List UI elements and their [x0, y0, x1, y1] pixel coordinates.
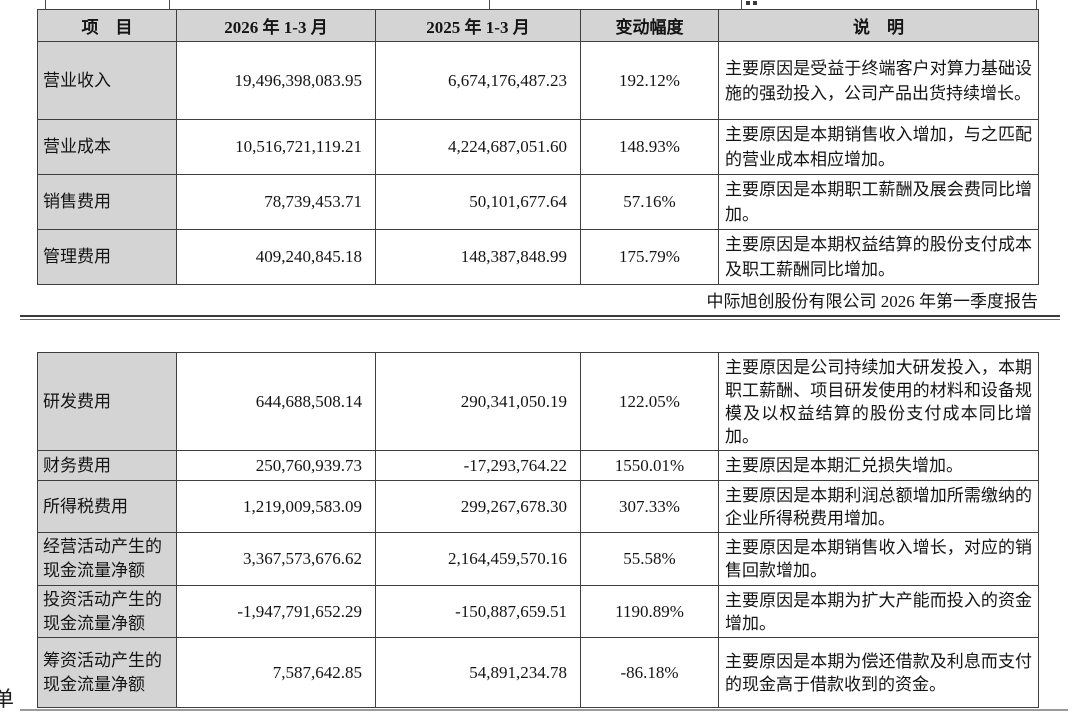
change-cell: 1550.01% — [580, 450, 719, 481]
change-cell: 55.58% — [580, 532, 719, 586]
cutoff-char: 单 — [0, 687, 14, 711]
fragment-divider — [1036, 0, 1037, 9]
item-cell: 筹资活动产生的现金流量净额 — [37, 637, 177, 708]
value-2026-cell: 19,496,398,083.95 — [176, 41, 376, 120]
value-2025-cell: 54,891,234.78 — [375, 637, 581, 708]
table-row: 财务费用 250,760,939.73 -17,293,764.22 1550.01%… — [37, 450, 1039, 481]
item-cell: 经营活动产生的现金流量净额 — [37, 532, 177, 586]
table-row: 管理费用 409,240,845.18 148,387,848.99 175.79% 主… — [37, 229, 1039, 285]
item-cell: 销售费用 — [37, 174, 177, 230]
change-cell: 192.12% — [580, 41, 719, 120]
fragment-glyph — [746, 1, 750, 5]
changes-table-top: 项 目 2026 年 1-3 月 2025 年 1-3 月变动幅度说 明营业收入 19… — [37, 9, 1039, 285]
note-cell: 主要原因是本期销售收入增长，对应的销售回款增加。 — [718, 532, 1039, 586]
change-cell: 57.16% — [580, 174, 719, 230]
fragment-glyph — [753, 1, 757, 5]
note-cell: 主要原因是受益于终端客户对算力基础设施的强劲投入，公司产品出货持续增长。 — [718, 41, 1039, 120]
value-2026-cell: 1,219,009,583.09 — [176, 480, 376, 533]
header-rule — [20, 315, 1060, 320]
value-2026-cell: 409,240,845.18 — [176, 229, 376, 285]
table-row: 营业成本 10,516,721,119.21 4,224,687,051.60 148… — [37, 119, 1039, 175]
note-cell: 主要原因是本期为扩大产能而投入的资金增加。 — [718, 585, 1039, 638]
item-cell: 研发费用 — [37, 352, 177, 451]
value-2026-cell: -1,947,791,652.29 — [176, 585, 376, 638]
change-cell: 307.33% — [580, 480, 719, 533]
value-2026-cell: 3,367,573,676.62 — [176, 532, 376, 586]
column-header-3: 变动幅度 — [580, 9, 719, 42]
value-2026-cell: 7,587,642.85 — [176, 637, 376, 708]
item-cell: 管理费用 — [37, 229, 177, 285]
change-cell: -86.18% — [580, 637, 719, 708]
value-2025-cell: 50,101,677.64 — [375, 174, 581, 230]
value-2025-cell: -150,887,659.51 — [375, 585, 581, 638]
note-cell: 主要原因是本期汇兑损失增加。 — [718, 450, 1039, 481]
previous-table-fragment — [0, 0, 1080, 9]
fragment-divider — [169, 0, 170, 9]
column-header-0: 项 目 — [37, 9, 177, 42]
table-row: 投资活动产生的现金流量净额 -1,947,791,652.29 -150,887,6… — [37, 585, 1039, 638]
item-cell: 所得税费用 — [37, 480, 177, 533]
note-cell: 主要原因是本期利润总额增加所需缴纳的企业所得税费用增加。 — [718, 480, 1039, 533]
value-2026-cell: 10,516,721,119.21 — [176, 119, 376, 175]
value-2026-cell: 644,688,508.14 — [176, 352, 376, 451]
change-cell: 148.93% — [580, 119, 719, 175]
value-2025-cell: 2,164,459,570.16 — [375, 532, 581, 586]
fragment-divider — [741, 0, 742, 9]
table-row: 销售费用 78,739,453.71 50,101,677.64 57.16% 主要原因… — [37, 174, 1039, 230]
table-row: 研发费用 644,688,508.14 290,341,050.19 122.05% 主… — [37, 352, 1039, 451]
page-bottom-rule — [20, 709, 1068, 711]
note-cell: 主要原因是本期职工薪酬及展会费同比增加。 — [718, 174, 1039, 230]
value-2025-cell: 299,267,678.30 — [375, 480, 581, 533]
note-cell: 主要原因是本期为偿还借款及利息而支付的现金高于借款收到的资金。 — [718, 637, 1039, 708]
report-title: 中际旭创股份有限公司 2026 年第一季度报告 — [706, 292, 1039, 311]
column-header-2: 2025 年 1-3 月 — [375, 9, 581, 42]
table-row: 筹资活动产生的现金流量净额 7,587,642.85 54,891,234.78 -8… — [37, 637, 1039, 708]
item-cell: 财务费用 — [37, 450, 177, 481]
value-2025-cell: 6,674,176,487.23 — [375, 41, 581, 120]
item-cell: 营业成本 — [37, 119, 177, 175]
column-header-1: 2026 年 1-3 月 — [176, 9, 376, 42]
column-header-4: 说 明 — [718, 9, 1039, 42]
value-2025-cell: 290,341,050.19 — [375, 352, 581, 451]
change-cell: 122.05% — [580, 352, 719, 451]
value-2026-cell: 78,739,453.71 — [176, 174, 376, 230]
note-cell: 主要原因是本期权益结算的股份支付成本及职工薪酬同比增加。 — [718, 229, 1039, 285]
value-2025-cell: 4,224,687,051.60 — [375, 119, 581, 175]
fragment-divider — [489, 0, 490, 9]
note-cell: 主要原因是公司持续加大研发投入，本期职工薪酬、项目研发使用的材料和设备规模及以权… — [718, 352, 1039, 451]
table-row: 经营活动产生的现金流量净额 3,367,573,676.62 2,164,459,5… — [37, 532, 1039, 586]
table-row: 营业收入 19,496,398,083.95 6,674,176,487.23 192… — [37, 41, 1039, 120]
table-row: 所得税费用 1,219,009,583.09 299,267,678.30 307.3… — [37, 480, 1039, 533]
item-cell: 营业收入 — [37, 41, 177, 120]
value-2026-cell: 250,760,939.73 — [176, 450, 376, 481]
change-cell: 175.79% — [580, 229, 719, 285]
value-2025-cell: 148,387,848.99 — [375, 229, 581, 285]
item-cell: 投资活动产生的现金流量净额 — [37, 585, 177, 638]
value-2025-cell: -17,293,764.22 — [375, 450, 581, 481]
changes-table-bottom: 研发费用 644,688,508.14 290,341,050.19 122.05% 主… — [37, 352, 1039, 708]
change-cell: 1190.89% — [580, 585, 719, 638]
header-row: 项 目 2026 年 1-3 月 2025 年 1-3 月变动幅度说 明 — [37, 9, 1039, 42]
note-cell: 主要原因是本期销售收入增加，与之匹配的营业成本相应增加。 — [718, 119, 1039, 175]
fragment-divider — [45, 0, 46, 9]
